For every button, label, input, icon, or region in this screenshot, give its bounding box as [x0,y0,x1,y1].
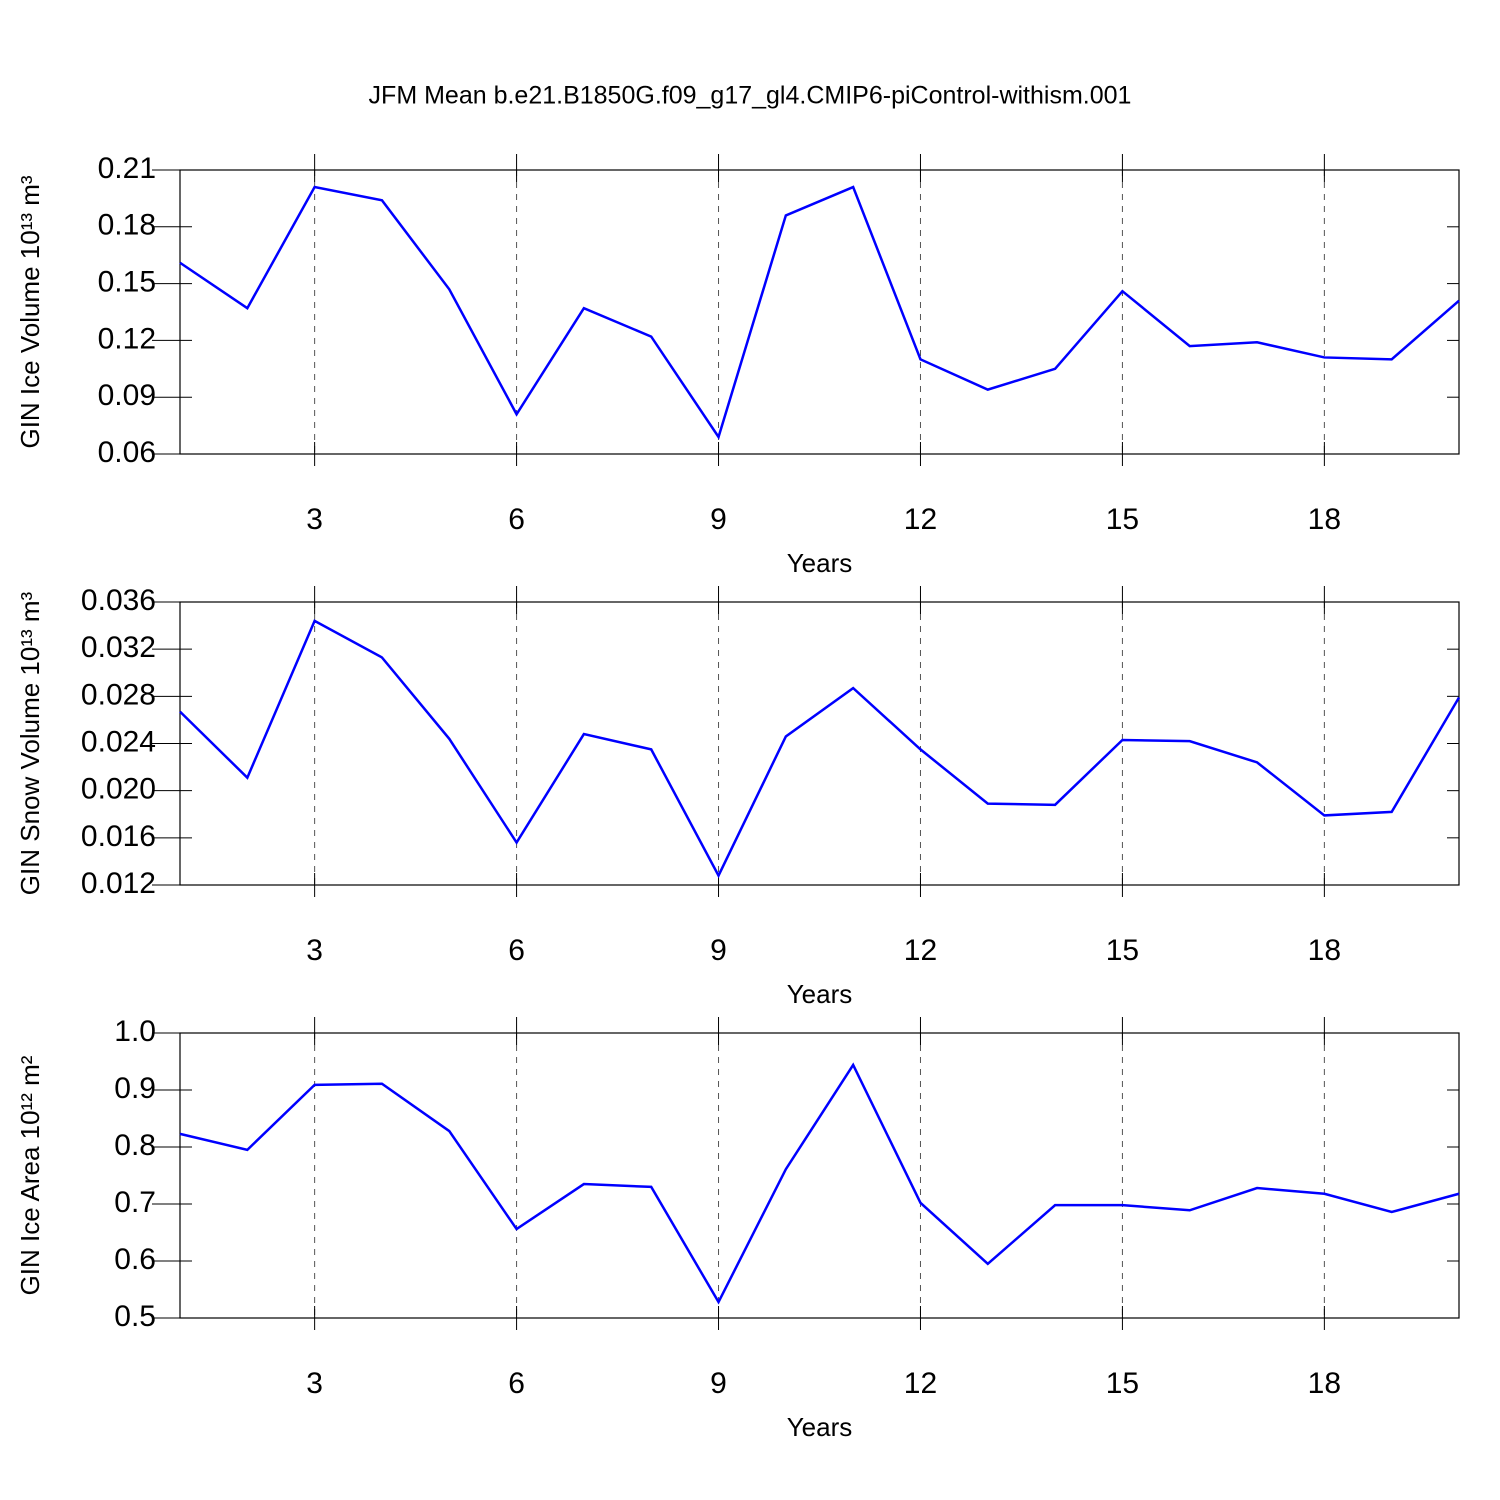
plot-frame [179,169,1460,455]
y-axis-label: GIN Ice Volume 10¹³ m³ [15,175,45,448]
x-tick-label: 9 [710,934,727,967]
data-line [179,1062,1460,1305]
x-tick-label: 12 [904,1367,937,1400]
y-tick-label: 0.028 [81,678,156,711]
y-tick-label: 0.036 [81,584,156,617]
y-tick-label: 0.9 [114,1072,156,1105]
plot-frame [179,601,1460,886]
x-tick-label: 15 [1106,934,1139,967]
y-tick-label: 0.12 [98,322,156,355]
x-tick-label: 15 [1106,1367,1139,1400]
plot-frame [179,1032,1460,1319]
y-tick-label: 0.032 [81,631,156,664]
y-tick-label: 0.024 [81,725,156,758]
x-tick-label: 9 [710,1367,727,1400]
x-tick-label: 15 [1106,503,1139,536]
x-tick-label: 6 [508,1367,525,1400]
y-tick-label: 0.016 [81,820,156,853]
y-tick-label: 0.21 [98,152,156,185]
x-tick-label: 3 [306,503,323,536]
y-tick-label: 0.15 [98,266,156,299]
y-axis-label: GIN Ice Area 10¹² m² [15,1055,45,1295]
y-tick-label: 0.5 [114,1300,156,1333]
y-tick-label: 1.0 [114,1015,156,1048]
y-tick-label: 0.8 [114,1129,156,1162]
data-line [179,185,1460,440]
chart-title: JFM Mean b.e21.B1850G.f09_g17_gl4.CMIP6-… [369,82,1132,110]
y-tick-label: 0.09 [98,379,156,412]
x-tick-label: 12 [904,934,937,967]
y-tick-label: 0.7 [114,1186,156,1219]
x-axis-label: Years [787,979,853,1009]
x-tick-label: 3 [306,934,323,967]
x-tick-label: 9 [710,503,727,536]
x-tick-label: 18 [1308,503,1341,536]
x-tick-label: 3 [306,1367,323,1400]
x-tick-label: 6 [508,503,525,536]
x-axis-label: Years [787,1412,853,1442]
y-tick-label: 0.012 [81,867,156,900]
x-tick-label: 12 [904,503,937,536]
y-tick-label: 0.18 [98,209,156,242]
y-axis-label: GIN Snow Volume 10¹³ m³ [15,591,45,895]
x-tick-label: 6 [508,934,525,967]
y-tick-label: 0.020 [81,773,156,806]
x-tick-label: 18 [1308,1367,1341,1400]
x-tick-label: 18 [1308,934,1341,967]
data-line [179,619,1461,879]
y-tick-label: 0.06 [98,436,156,469]
y-tick-label: 0.6 [114,1243,156,1276]
x-axis-label: Years [787,548,853,578]
